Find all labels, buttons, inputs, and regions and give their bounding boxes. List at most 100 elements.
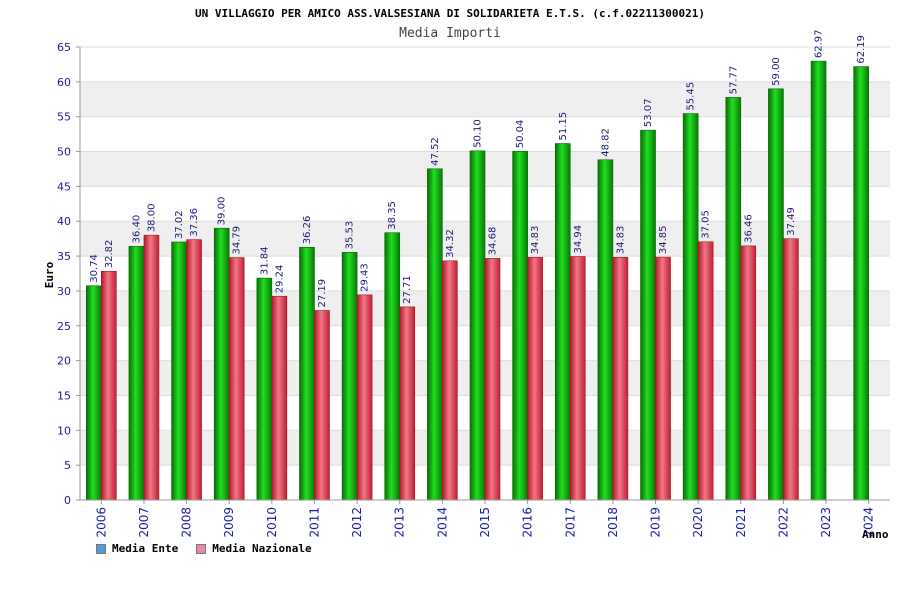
x-tick-label: 2013 [393,507,407,538]
legend: Media Ente Media Nazionale [96,542,312,555]
x-tick-label: 2009 [222,507,236,538]
y-axis-label: Euro [43,261,56,288]
data-label: 34.79 [232,226,243,255]
legend-label-nazionale: Media Nazionale [212,542,312,555]
grid-band [80,81,890,117]
data-label: 50.04 [515,120,526,149]
bar-media-ente [213,227,230,501]
bar-media-ente [427,168,443,501]
data-label: 34.85 [658,225,669,254]
y-tick-label: 35 [57,250,71,263]
x-tick-label: 2016 [521,507,535,538]
bar-media-nazionale [783,238,799,501]
x-tick-label: 2023 [819,507,833,538]
bar-media-ente [853,66,869,501]
data-label: 48.82 [600,128,611,157]
bar-media-nazionale [356,294,373,501]
y-axis: 0 5 10 15 20 25 30 35 40 45 50 55 60 65 [57,41,81,507]
legend-swatch-nazionale [196,543,207,554]
x-axis: 2006 2007 2008 2009 2010 2011 2012 2013 2014 2015… [80,499,890,538]
data-label: 47.52 [430,137,441,166]
bar-media-nazionale [186,239,202,501]
bar-media-ente [86,285,102,501]
data-label: 35.53 [345,221,356,250]
bar-media-ente [384,232,401,501]
data-label: 36.26 [302,216,313,245]
x-tick-label: 2021 [734,507,748,538]
y-tick-label: 25 [57,320,71,333]
data-label: 51.15 [558,112,569,141]
y-tick-label: 40 [57,215,71,228]
bar-media-ente [554,143,571,501]
data-label: 34.83 [530,226,541,255]
bar-media-nazionale [740,245,757,501]
data-label: 31.84 [259,246,270,275]
data-label: 37.36 [189,208,200,237]
data-label: 62.19 [856,35,867,64]
data-label: 36.46 [743,214,754,243]
x-tick-label: 2011 [307,507,321,538]
bar-media-nazionale [228,257,245,501]
bar-media-nazionale [399,306,416,501]
legend-item-nazionale: Media Nazionale [196,542,312,555]
legend-swatch-ente [96,543,106,554]
bar-media-nazionale [655,256,671,501]
bar-media-nazionale [442,260,458,501]
y-tick-label: 5 [64,459,71,472]
bar-media-nazionale [697,241,714,501]
x-tick-label: 2008 [180,507,194,538]
y-tick-label: 20 [57,355,71,368]
y-tick-label: 45 [57,180,71,193]
data-label: 38.35 [387,201,398,230]
x-tick-label: 2018 [606,507,620,538]
legend-label-ente: Media Ente [112,542,179,555]
bar-media-ente [768,88,784,501]
data-label: 29.24 [274,265,285,294]
bar-media-ente [341,252,358,501]
data-label: 62.97 [814,30,825,59]
x-tick-label: 2019 [649,507,663,538]
y-tick-label: 10 [57,424,71,437]
bar-media-ente [725,97,742,501]
x-tick-label: 2020 [691,507,705,538]
data-label: 39.00 [217,197,228,226]
data-label: 55.45 [686,82,697,111]
data-label: 37.05 [701,210,712,239]
data-label: 32.82 [104,240,115,269]
y-tick-label: 30 [57,285,71,298]
data-label: 38.00 [146,204,157,233]
data-label: 36.40 [131,215,142,244]
x-axis-label: Anno [862,528,889,541]
data-label: 34.94 [573,225,584,254]
x-tick-label: 2022 [776,507,790,538]
bar-media-ente [512,150,528,501]
x-tick-label: 2017 [563,507,577,538]
bar-media-nazionale [314,310,330,501]
bar-media-ente [171,241,187,501]
data-label: 34.32 [445,229,456,258]
chart-subtitle: Media Importi [399,26,501,41]
x-tick-label: 2014 [435,507,449,538]
x-tick-label: 2024 [862,507,876,538]
x-tick-label: 2006 [94,507,108,538]
data-label: 27.71 [402,275,413,304]
x-tick-label: 2015 [478,507,492,538]
y-tick-label: 60 [57,76,71,89]
data-label: 50.10 [473,119,484,148]
x-tick-label: 2012 [350,507,364,538]
bar-media-nazionale [101,270,117,501]
x-tick-label: 2007 [137,507,151,538]
bars: 30.74 32.82 36.40 38.00 37.02 37.36 39.00 34.79… [86,30,869,501]
data-label: 34.68 [488,227,499,256]
y-tick-label: 15 [57,389,71,402]
y-tick-label: 65 [57,41,71,54]
data-label: 34.83 [615,226,626,255]
bar-media-nazionale [143,234,160,501]
data-label: 59.00 [771,57,782,86]
bar-media-ente [597,159,614,501]
bar-media-nazionale [612,256,629,501]
data-label: 27.19 [317,279,328,308]
bar-media-nazionale [527,256,543,501]
bar-media-ente [682,113,699,501]
